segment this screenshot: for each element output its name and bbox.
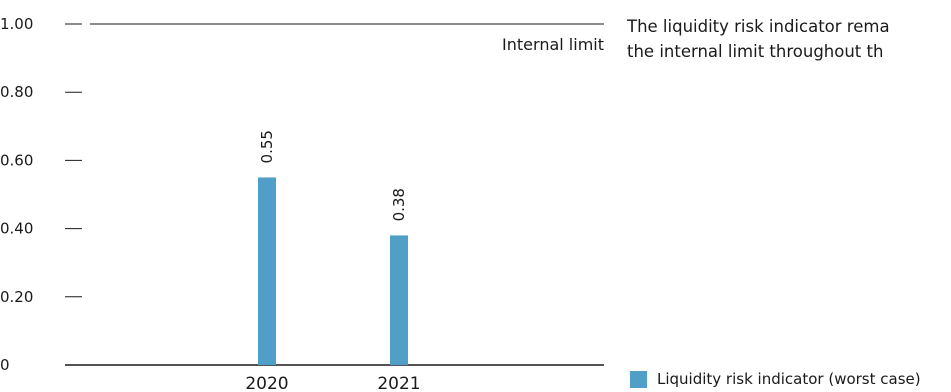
y-tick-label: 1.00 bbox=[0, 15, 33, 33]
y-tick-label: 0.40 bbox=[0, 220, 33, 238]
legend: Liquidity risk indicator (worst case) bbox=[630, 368, 951, 390]
commentary-line-1: The liquidity risk indicator rema bbox=[627, 17, 890, 36]
bar-chart: 0 0.20 0.40 0.60 0.80 1.00 Internal limit 0.55 2… bbox=[0, 15, 604, 392]
y-tick-label: 0.60 bbox=[0, 151, 33, 169]
commentary-line-2: the internal limit throughout th bbox=[627, 42, 884, 61]
legend-label: Liquidity risk indicator (worst case) bbox=[657, 370, 921, 388]
bar bbox=[390, 235, 408, 365]
legend-swatch bbox=[630, 370, 647, 388]
y-tick-label: 0 bbox=[0, 356, 10, 374]
x-category-label: 2021 bbox=[377, 374, 420, 392]
bar-value-label: 0.55 bbox=[258, 130, 276, 163]
bar-value-label: 0.38 bbox=[390, 188, 408, 221]
bar bbox=[258, 177, 276, 365]
y-tick-label: 0.80 bbox=[0, 83, 33, 101]
internal-limit-label: Internal limit bbox=[502, 35, 604, 54]
x-category-label: 2020 bbox=[245, 374, 288, 392]
y-tick-label: 0.20 bbox=[0, 288, 33, 306]
commentary-text: The liquidity risk indicator rema the in… bbox=[627, 14, 951, 74]
